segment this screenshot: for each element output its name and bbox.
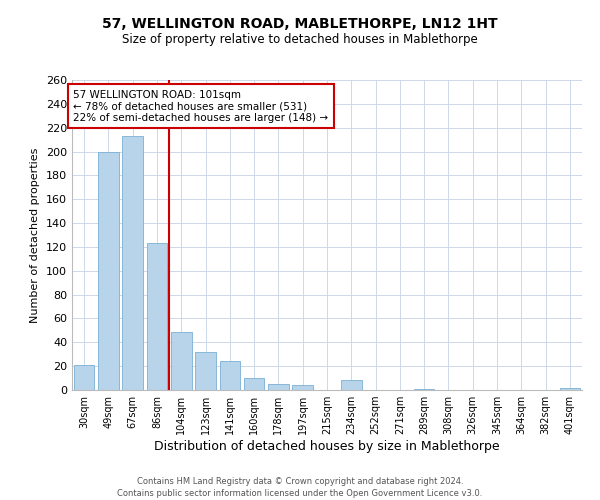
Text: Contains HM Land Registry data © Crown copyright and database right 2024.: Contains HM Land Registry data © Crown c… [137,478,463,486]
Y-axis label: Number of detached properties: Number of detached properties [31,148,40,322]
Bar [414,389,434,390]
Bar [122,136,143,390]
X-axis label: Distribution of detached houses by size in Mablethorpe: Distribution of detached houses by size … [154,440,500,453]
Bar [171,332,191,390]
Bar [292,385,313,390]
Bar [220,362,240,390]
Text: 57 WELLINGTON ROAD: 101sqm
← 78% of detached houses are smaller (531)
22% of sem: 57 WELLINGTON ROAD: 101sqm ← 78% of deta… [73,90,328,122]
Bar [341,380,362,390]
Bar [560,388,580,390]
Bar [195,352,216,390]
Bar [268,384,289,390]
Text: Contains public sector information licensed under the Open Government Licence v3: Contains public sector information licen… [118,489,482,498]
Bar [74,365,94,390]
Text: Size of property relative to detached houses in Mablethorpe: Size of property relative to detached ho… [122,32,478,46]
Text: 57, WELLINGTON ROAD, MABLETHORPE, LN12 1HT: 57, WELLINGTON ROAD, MABLETHORPE, LN12 1… [102,18,498,32]
Bar [146,244,167,390]
Bar [244,378,265,390]
Bar [98,152,119,390]
